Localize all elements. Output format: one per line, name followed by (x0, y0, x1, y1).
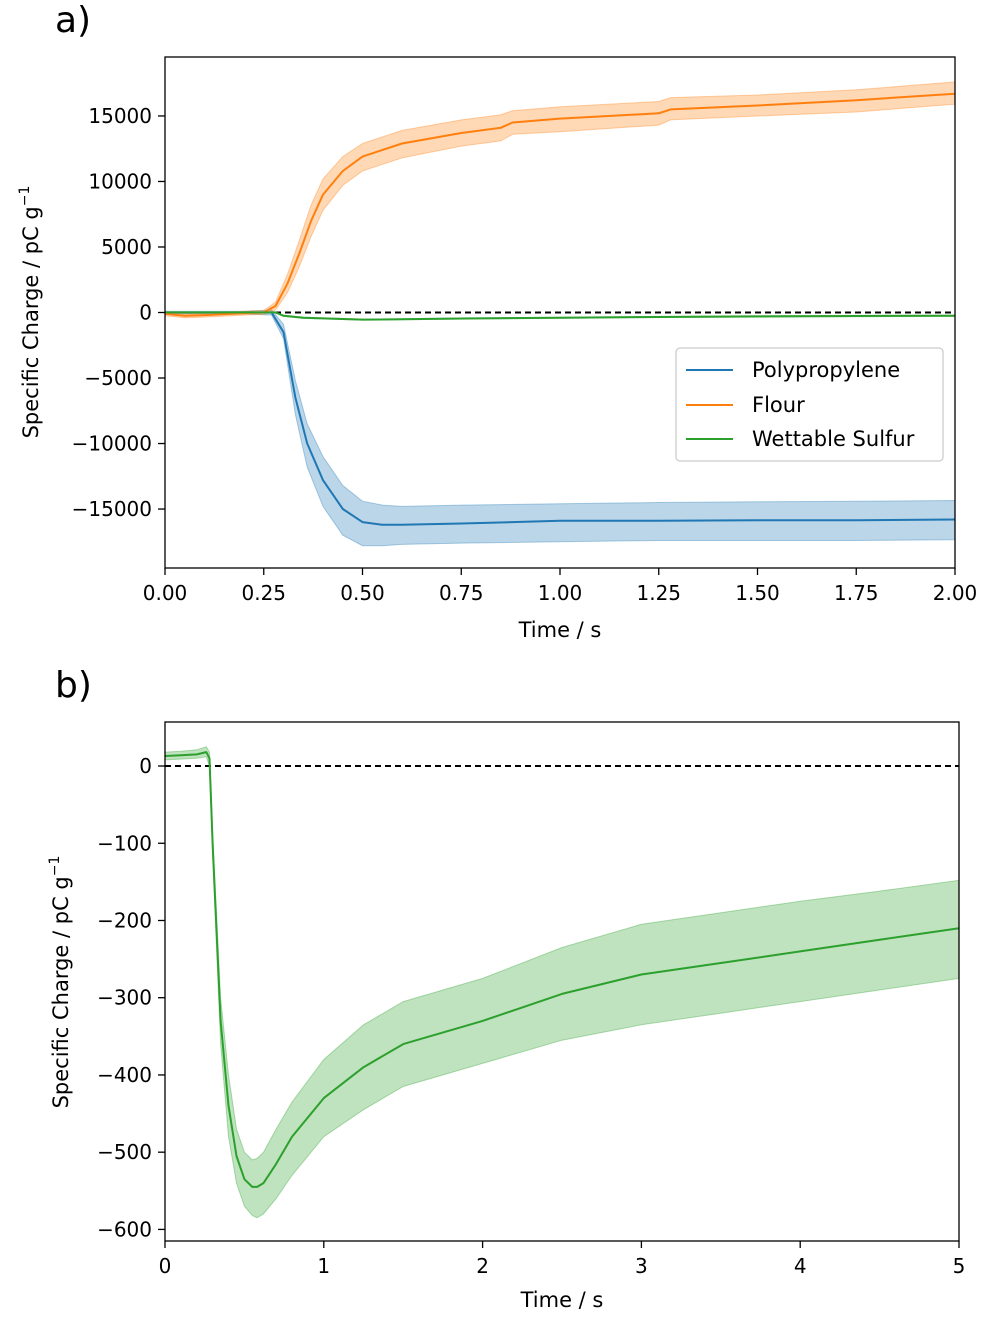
x-tick-label: 5 (953, 1254, 966, 1278)
x-tick-label: 1.25 (636, 581, 681, 605)
panel-b-y-axis-label: Specific Charge / pC g−1 (47, 856, 73, 1109)
panel-b-y-axis-label-exponent: −1 (47, 856, 63, 877)
line-series-0 (164, 751, 960, 1188)
y-tick-label: 0 (139, 301, 152, 325)
x-tick-label: 0 (159, 1254, 172, 1278)
line-wettable-sulfur (165, 311, 956, 321)
y-tick-label: −15000 (72, 497, 152, 521)
legend-label-flour: Flour (752, 393, 805, 417)
panel-b-lines (164, 751, 960, 1188)
x-tick-label: 1 (317, 1254, 330, 1278)
x-tick-label: 1.00 (538, 581, 583, 605)
x-tick-label: 0.25 (241, 581, 286, 605)
panel-a-legend: Polypropylene Flour Wettable Sulfur (675, 347, 944, 462)
band-series-0 (164, 746, 960, 1219)
legend-label-wettable-sulfur: Wettable Sulfur (752, 427, 915, 451)
panel-a-y-axis-label: Specific Charge / pC g−1 (17, 186, 43, 439)
panel-a-bands (164, 81, 956, 547)
x-tick-label: 0.50 (340, 581, 385, 605)
panel-a-label: a) (55, 0, 91, 41)
x-tick-label: 2.00 (933, 581, 978, 605)
panel-a-chart: a) 0.00 0.25 0.50 0.75 1.00 1.25 1.50 1.75 2.00 … (17, 0, 977, 642)
y-tick-label: −5000 (84, 366, 152, 390)
panel-b-bands (164, 746, 960, 1219)
panel-b-chart: b) 0 1 2 3 4 5 0 −100 −200 −300 −400 −500 −600 Time… (47, 665, 965, 1312)
panel-a-x-ticks: 0.00 0.25 0.50 0.75 1.00 1.25 1.50 1.75 2.00 (143, 568, 978, 605)
y-tick-label: −500 (97, 1140, 152, 1164)
y-tick-label: −400 (97, 1063, 152, 1087)
y-tick-label: 10000 (88, 169, 152, 193)
x-tick-label: 2 (476, 1254, 489, 1278)
y-tick-label: −100 (97, 831, 152, 855)
legend-box (675, 347, 944, 462)
panel-b-label: b) (55, 665, 92, 706)
x-tick-label: 3 (635, 1254, 648, 1278)
x-tick-label: 1.50 (735, 581, 780, 605)
y-tick-label: −200 (97, 908, 152, 932)
band-flour (164, 81, 956, 319)
x-tick-label: 0.00 (143, 581, 188, 605)
y-tick-label: 15000 (88, 104, 152, 128)
panel-a-y-axis-label-exponent: −1 (17, 186, 33, 207)
panel-b-x-axis-label: Time / s (520, 1288, 604, 1312)
legend-label-polypropylene: Polypropylene (752, 358, 900, 382)
x-tick-label: 1.75 (834, 581, 879, 605)
x-tick-label: 4 (794, 1254, 807, 1278)
panel-b-y-axis-label-main: Specific Charge / pC g (49, 876, 73, 1108)
panel-a-x-axis-label: Time / s (518, 618, 602, 642)
panel-a-lines (164, 92, 956, 526)
y-tick-label: −10000 (72, 432, 152, 456)
x-tick-label: 0.75 (439, 581, 484, 605)
y-tick-label: 0 (139, 754, 152, 778)
panel-b-y-ticks: 0 −100 −200 −300 −400 −500 −600 (97, 754, 165, 1241)
panel-a-y-axis-label-main: Specific Charge / pC g (19, 206, 43, 438)
panel-a-y-ticks: 15000 10000 5000 0 −5000 −10000 −15000 (72, 104, 165, 521)
y-tick-label: 5000 (101, 235, 152, 259)
panel-b-x-ticks: 0 1 2 3 4 5 (159, 1241, 966, 1278)
y-tick-label: −600 (97, 1217, 152, 1241)
panel-b-plot-frame (164, 721, 960, 1242)
y-tick-label: −300 (97, 986, 152, 1010)
